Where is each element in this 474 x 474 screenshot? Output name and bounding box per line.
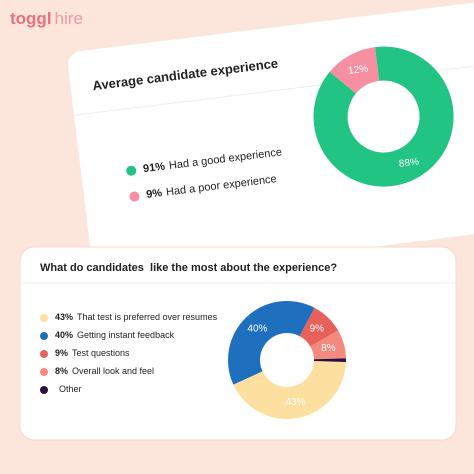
divider	[74, 61, 474, 116]
legend-dot	[40, 350, 48, 358]
legend-value: 91%	[142, 160, 166, 175]
legend-dot	[40, 332, 48, 340]
legend-dot	[40, 368, 48, 376]
slice	[310, 330, 346, 360]
legend-dot	[40, 314, 48, 322]
legend-label: Getting instant feedback	[77, 330, 175, 340]
card: Average candidate experience 88%91% Had a…	[68, 0, 474, 280]
legend-dot	[126, 165, 137, 176]
legend-label: That test is preferred over resumes	[77, 312, 218, 322]
logo: toggl hire	[10, 9, 83, 28]
legend-entry: 40% Getting instant feedback	[55, 330, 175, 340]
legend-dot	[40, 386, 48, 394]
legend-entry: Other	[59, 384, 82, 394]
logo-brand: toggl	[10, 9, 52, 28]
legend-label: Test questions	[72, 348, 130, 358]
slice	[227, 301, 315, 385]
legend-entry: 43% That test is preferred over resumes	[55, 312, 218, 322]
legend-entry: 8% Overall look and feel	[55, 366, 154, 376]
logo-product: hire	[55, 9, 83, 28]
slice	[299, 307, 339, 347]
chart-title: What do candidates like the most about t…	[40, 262, 337, 274]
slice-label: 12%	[348, 63, 369, 76]
slice	[329, 47, 380, 94]
slice-label: 9%	[310, 324, 325, 335]
legend-value: 40%	[55, 330, 73, 340]
legend-value: 43%	[55, 312, 73, 322]
slice-label: 88%	[398, 157, 419, 170]
slice-label: 40%	[247, 323, 267, 334]
legend-dot	[129, 191, 140, 202]
slice	[313, 358, 346, 363]
slice-label: 43%	[285, 397, 305, 408]
legend-label: Overall look and feel	[72, 366, 154, 376]
legend-value: 8%	[55, 366, 68, 376]
legend-value: 9%	[146, 187, 163, 201]
slice	[313, 46, 454, 187]
card: What do candidates like the most about t…	[19, 246, 457, 441]
legend-label: Other	[59, 384, 82, 394]
legend-value: 9%	[55, 348, 68, 358]
legend-entry: 9% Test questions	[55, 348, 130, 358]
slice	[233, 360, 346, 420]
slice-label: 8%	[321, 343, 336, 354]
